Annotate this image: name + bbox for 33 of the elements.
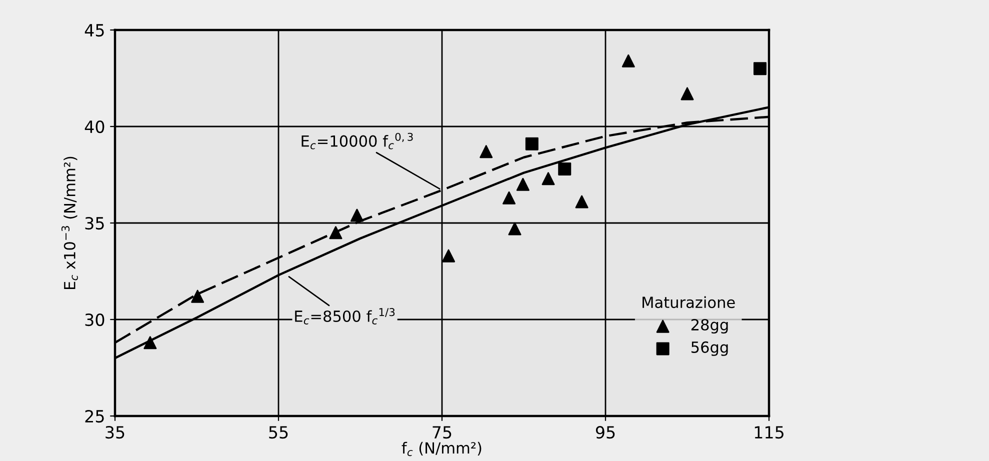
point bbox=[144, 336, 157, 350]
point bbox=[442, 249, 456, 262]
y-axis-title: E$_{c}$ x10$^{−3}$ (N/mm²) bbox=[61, 156, 78, 290]
point bbox=[680, 87, 694, 100]
y-tick-label: 35 bbox=[85, 216, 104, 230]
point bbox=[508, 222, 522, 236]
point bbox=[622, 54, 635, 68]
x-tick-label: 35 bbox=[106, 426, 124, 439]
point bbox=[525, 137, 538, 150]
point bbox=[350, 208, 364, 222]
x-tick-label: 55 bbox=[269, 426, 288, 439]
point bbox=[754, 62, 767, 76]
point bbox=[502, 191, 516, 204]
y-tick-label: 40 bbox=[84, 120, 104, 134]
legend-label: 28gg bbox=[691, 318, 728, 334]
point bbox=[542, 172, 555, 186]
point bbox=[191, 290, 204, 303]
y-tick-label: 30 bbox=[85, 313, 104, 326]
annotation: E$_{c}$=8500 f$_{c}$$^{1/3}$ bbox=[295, 308, 395, 324]
point bbox=[329, 226, 342, 240]
x-tick-label: 115 bbox=[754, 426, 784, 439]
legend-label: 56gg bbox=[692, 341, 728, 356]
point bbox=[575, 195, 588, 208]
x-tick-label: 95 bbox=[596, 426, 615, 439]
point bbox=[558, 162, 572, 176]
legend-title: Maturazione bbox=[642, 296, 735, 308]
point bbox=[516, 178, 530, 191]
y-tick-label: 45 bbox=[84, 24, 104, 37]
y-tick-label: 25 bbox=[85, 410, 104, 423]
x-axis-title: f$_{c}$ (N/mm²) bbox=[402, 442, 482, 456]
x-tick-label: 75 bbox=[432, 426, 452, 439]
annotation: E$_{c}$=10000 f$_{c}$$^{0,3}$ bbox=[302, 132, 413, 150]
point bbox=[480, 145, 493, 158]
